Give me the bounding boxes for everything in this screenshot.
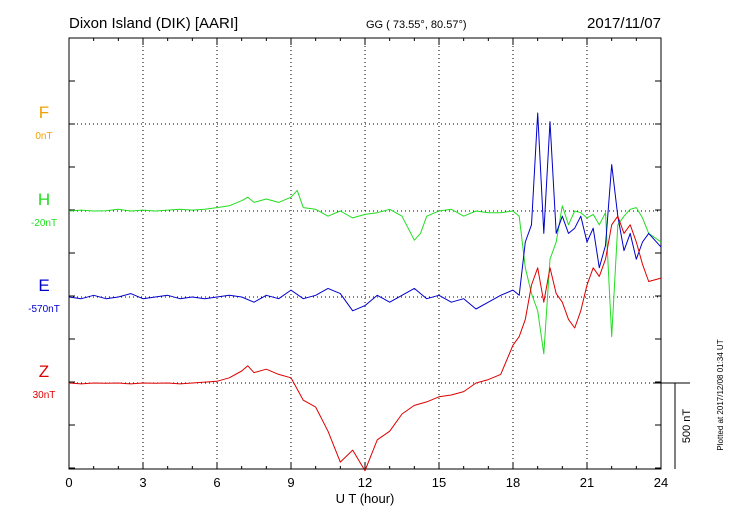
scale-bar: 500 nT <box>653 382 693 469</box>
series-labels: F 0nT H -20nT E -570nT Z 30nT <box>28 103 60 401</box>
series-line-Z <box>68 215 662 472</box>
series-name-E: E <box>38 276 49 295</box>
coords-label: GG ( 73.55°, 80.57°) <box>366 19 467 31</box>
x-tick-label: 21 <box>580 475 594 490</box>
series-name-F: F <box>39 103 49 122</box>
x-axis-label: U T (hour) <box>336 491 395 506</box>
x-axis: 0 3 6 9 12 15 18 21 24 <box>65 38 668 490</box>
x-tick-label: 3 <box>139 475 146 490</box>
x-tick-label: 15 <box>432 475 446 490</box>
x-tick-label: 12 <box>358 475 372 490</box>
series-baseline-E: -570nT <box>28 304 60 315</box>
series-baseline-H: -20nT <box>31 218 57 229</box>
x-tick-label: 6 <box>213 475 220 490</box>
date-label: 2017/11/07 <box>587 15 661 32</box>
series-line-E <box>68 112 662 312</box>
series-line-H <box>68 189 662 355</box>
series-name-H: H <box>38 190 50 209</box>
station-title: Dixon Island (DIK) [AARI] <box>69 15 238 32</box>
x-tick-label: 0 <box>65 475 72 490</box>
x-tick-label: 18 <box>506 475 520 490</box>
series-baseline-F: 0nT <box>35 131 52 142</box>
plotted-at-note: Plotted at 2017/12/08 01:34 UT <box>716 339 725 450</box>
series-lines <box>68 112 662 472</box>
x-tick-label: 9 <box>287 475 294 490</box>
scale-bar-label: 500 nT <box>681 409 693 444</box>
grid-lines <box>69 38 661 469</box>
series-baseline-Z: 30nT <box>33 390 56 401</box>
x-tick-label: 24 <box>654 475 668 490</box>
series-name-Z: Z <box>39 362 49 381</box>
